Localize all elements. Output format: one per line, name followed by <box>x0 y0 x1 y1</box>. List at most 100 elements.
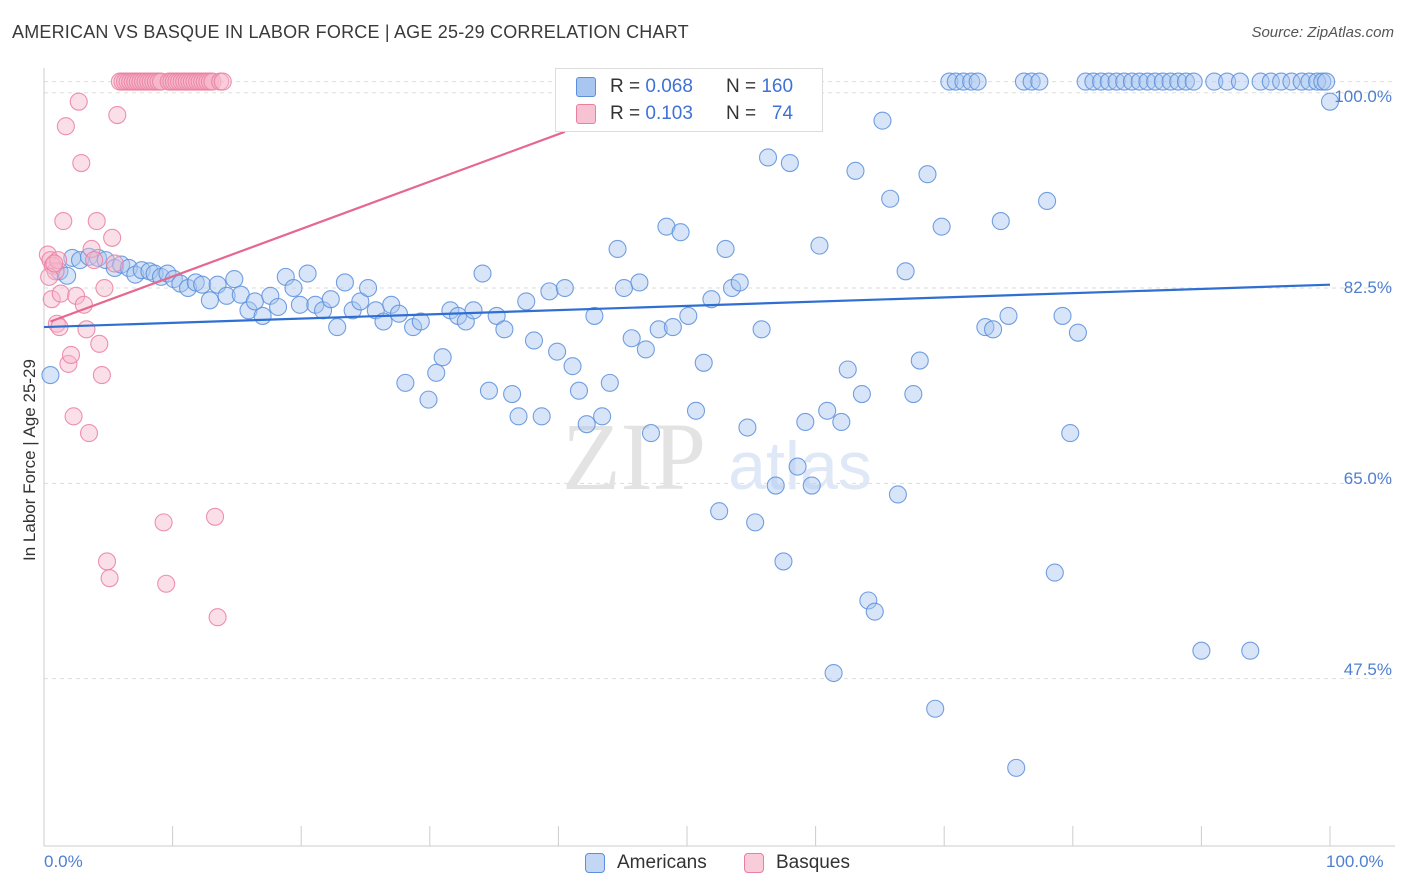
americans-point-76 <box>608 239 627 259</box>
grid-lines <box>44 81 1395 680</box>
americans-point-85 <box>671 223 690 242</box>
basques-point-73 <box>213 72 232 91</box>
americans-point-103 <box>802 476 821 495</box>
americans-point-43 <box>359 278 378 298</box>
basques-point-31 <box>105 254 124 273</box>
americans-point-29 <box>253 306 272 325</box>
basques-point-18 <box>72 153 91 173</box>
axes <box>43 68 1395 847</box>
basques-point-20 <box>77 320 96 339</box>
americans-point-159 <box>1241 641 1260 660</box>
americans-point-142 <box>1092 72 1111 91</box>
americans-point-164 <box>1292 72 1311 91</box>
series-basques <box>38 72 232 627</box>
basques-point-22 <box>82 239 101 259</box>
americans-point-120 <box>926 699 945 718</box>
americans-point-118 <box>910 351 929 370</box>
stats-legend: R = 0.068 N = 160 R = 0.103 N = 74 <box>555 68 823 132</box>
americans-point-47 <box>389 304 408 323</box>
americans-point-115 <box>888 485 907 504</box>
basques-point-30 <box>103 228 122 247</box>
americans-point-96 <box>752 320 771 339</box>
americans-point-70 <box>563 357 582 376</box>
americans-swatch <box>576 77 596 97</box>
americans-point-74 <box>593 407 612 426</box>
basques-n-label: N = <box>725 103 757 124</box>
americans-r-value: 0.068 <box>645 76 693 97</box>
americans-point-86 <box>679 306 698 325</box>
americans-point-48 <box>396 373 415 392</box>
americans-point-34 <box>290 295 309 314</box>
americans-point-144 <box>1107 72 1126 91</box>
americans-point-117 <box>904 384 923 404</box>
basques-r-label: R = <box>610 103 641 124</box>
americans-point-62 <box>503 384 522 404</box>
americans-point-100 <box>780 153 799 173</box>
americans-point-101 <box>788 457 807 476</box>
source-label: Source: ZipAtlas.com <box>1251 24 1394 41</box>
americans-point-169 <box>1320 92 1340 111</box>
americans-point-99 <box>774 552 793 571</box>
americans-trend-line <box>43 283 1331 329</box>
americans-point-137 <box>1053 306 1072 325</box>
basques-point-11 <box>54 212 73 231</box>
series-legend: Americans Basques <box>0 852 1406 878</box>
americans-point-154 <box>1184 72 1203 91</box>
americans-point-67 <box>540 282 559 301</box>
americans-point-162 <box>1272 72 1291 91</box>
legend-item-americans[interactable]: Americans <box>585 852 707 874</box>
basques-point-10 <box>51 284 70 303</box>
americans-point-78 <box>622 329 641 348</box>
basques-point-69 <box>203 72 222 91</box>
basques-trend-line <box>50 130 566 323</box>
americans-point-158 <box>1230 72 1250 91</box>
basques-point-51 <box>157 574 176 593</box>
legend-basques-label: Basques <box>776 852 850 873</box>
americans-point-95 <box>746 513 765 532</box>
basques-point-71 <box>208 608 227 627</box>
americans-point-114 <box>881 189 900 208</box>
americans-point-109 <box>846 161 865 180</box>
americans-point-116 <box>896 262 915 281</box>
americans-point-132 <box>1014 72 1033 91</box>
americans-point-129 <box>991 212 1010 231</box>
americans-r-label: R = <box>610 76 641 97</box>
americans-point-22 <box>200 291 219 310</box>
y-tick-82-5: 82.5% <box>1343 278 1392 297</box>
americans-point-45 <box>374 312 393 331</box>
americans-point-39 <box>328 318 347 337</box>
americans-point-122 <box>940 72 959 91</box>
legend-item-basques[interactable]: Basques <box>744 852 850 874</box>
americans-point-81 <box>641 424 661 443</box>
y-axis-label: In Labor Force | Age 25-29 <box>20 359 39 561</box>
legend-americans-swatch <box>585 853 605 873</box>
americans-point-150 <box>1153 72 1172 91</box>
americans-point-156 <box>1205 72 1224 91</box>
americans-point-113 <box>873 111 892 130</box>
americans-point-77 <box>614 278 634 298</box>
americans-point-151 <box>1161 72 1180 91</box>
legend-americans-label: Americans <box>617 852 707 873</box>
americans-point-93 <box>730 273 749 292</box>
basques-point-12 <box>56 117 75 136</box>
americans-point-75 <box>600 373 619 392</box>
legend-row-basques: R = 0.103 N = 74 <box>576 102 793 126</box>
basques-point-14 <box>61 345 81 365</box>
americans-point-50 <box>411 312 430 331</box>
americans-point-125 <box>962 72 981 91</box>
americans-point-90 <box>710 502 729 521</box>
americans-point-143 <box>1099 72 1118 91</box>
americans-point-51 <box>419 390 438 409</box>
basques-point-70 <box>205 507 225 526</box>
basques-point-27 <box>95 278 114 298</box>
americans-point-147 <box>1130 72 1149 91</box>
americans-point-25 <box>225 270 244 289</box>
americans-point-161 <box>1261 72 1280 91</box>
americans-point-152 <box>1169 72 1188 91</box>
americans-point-87 <box>686 401 706 420</box>
americans-point-105 <box>818 401 837 420</box>
americans-point-110 <box>852 384 871 404</box>
americans-point-94 <box>738 418 757 437</box>
americans-point-163 <box>1282 72 1301 91</box>
americans-point-133 <box>1022 72 1041 91</box>
